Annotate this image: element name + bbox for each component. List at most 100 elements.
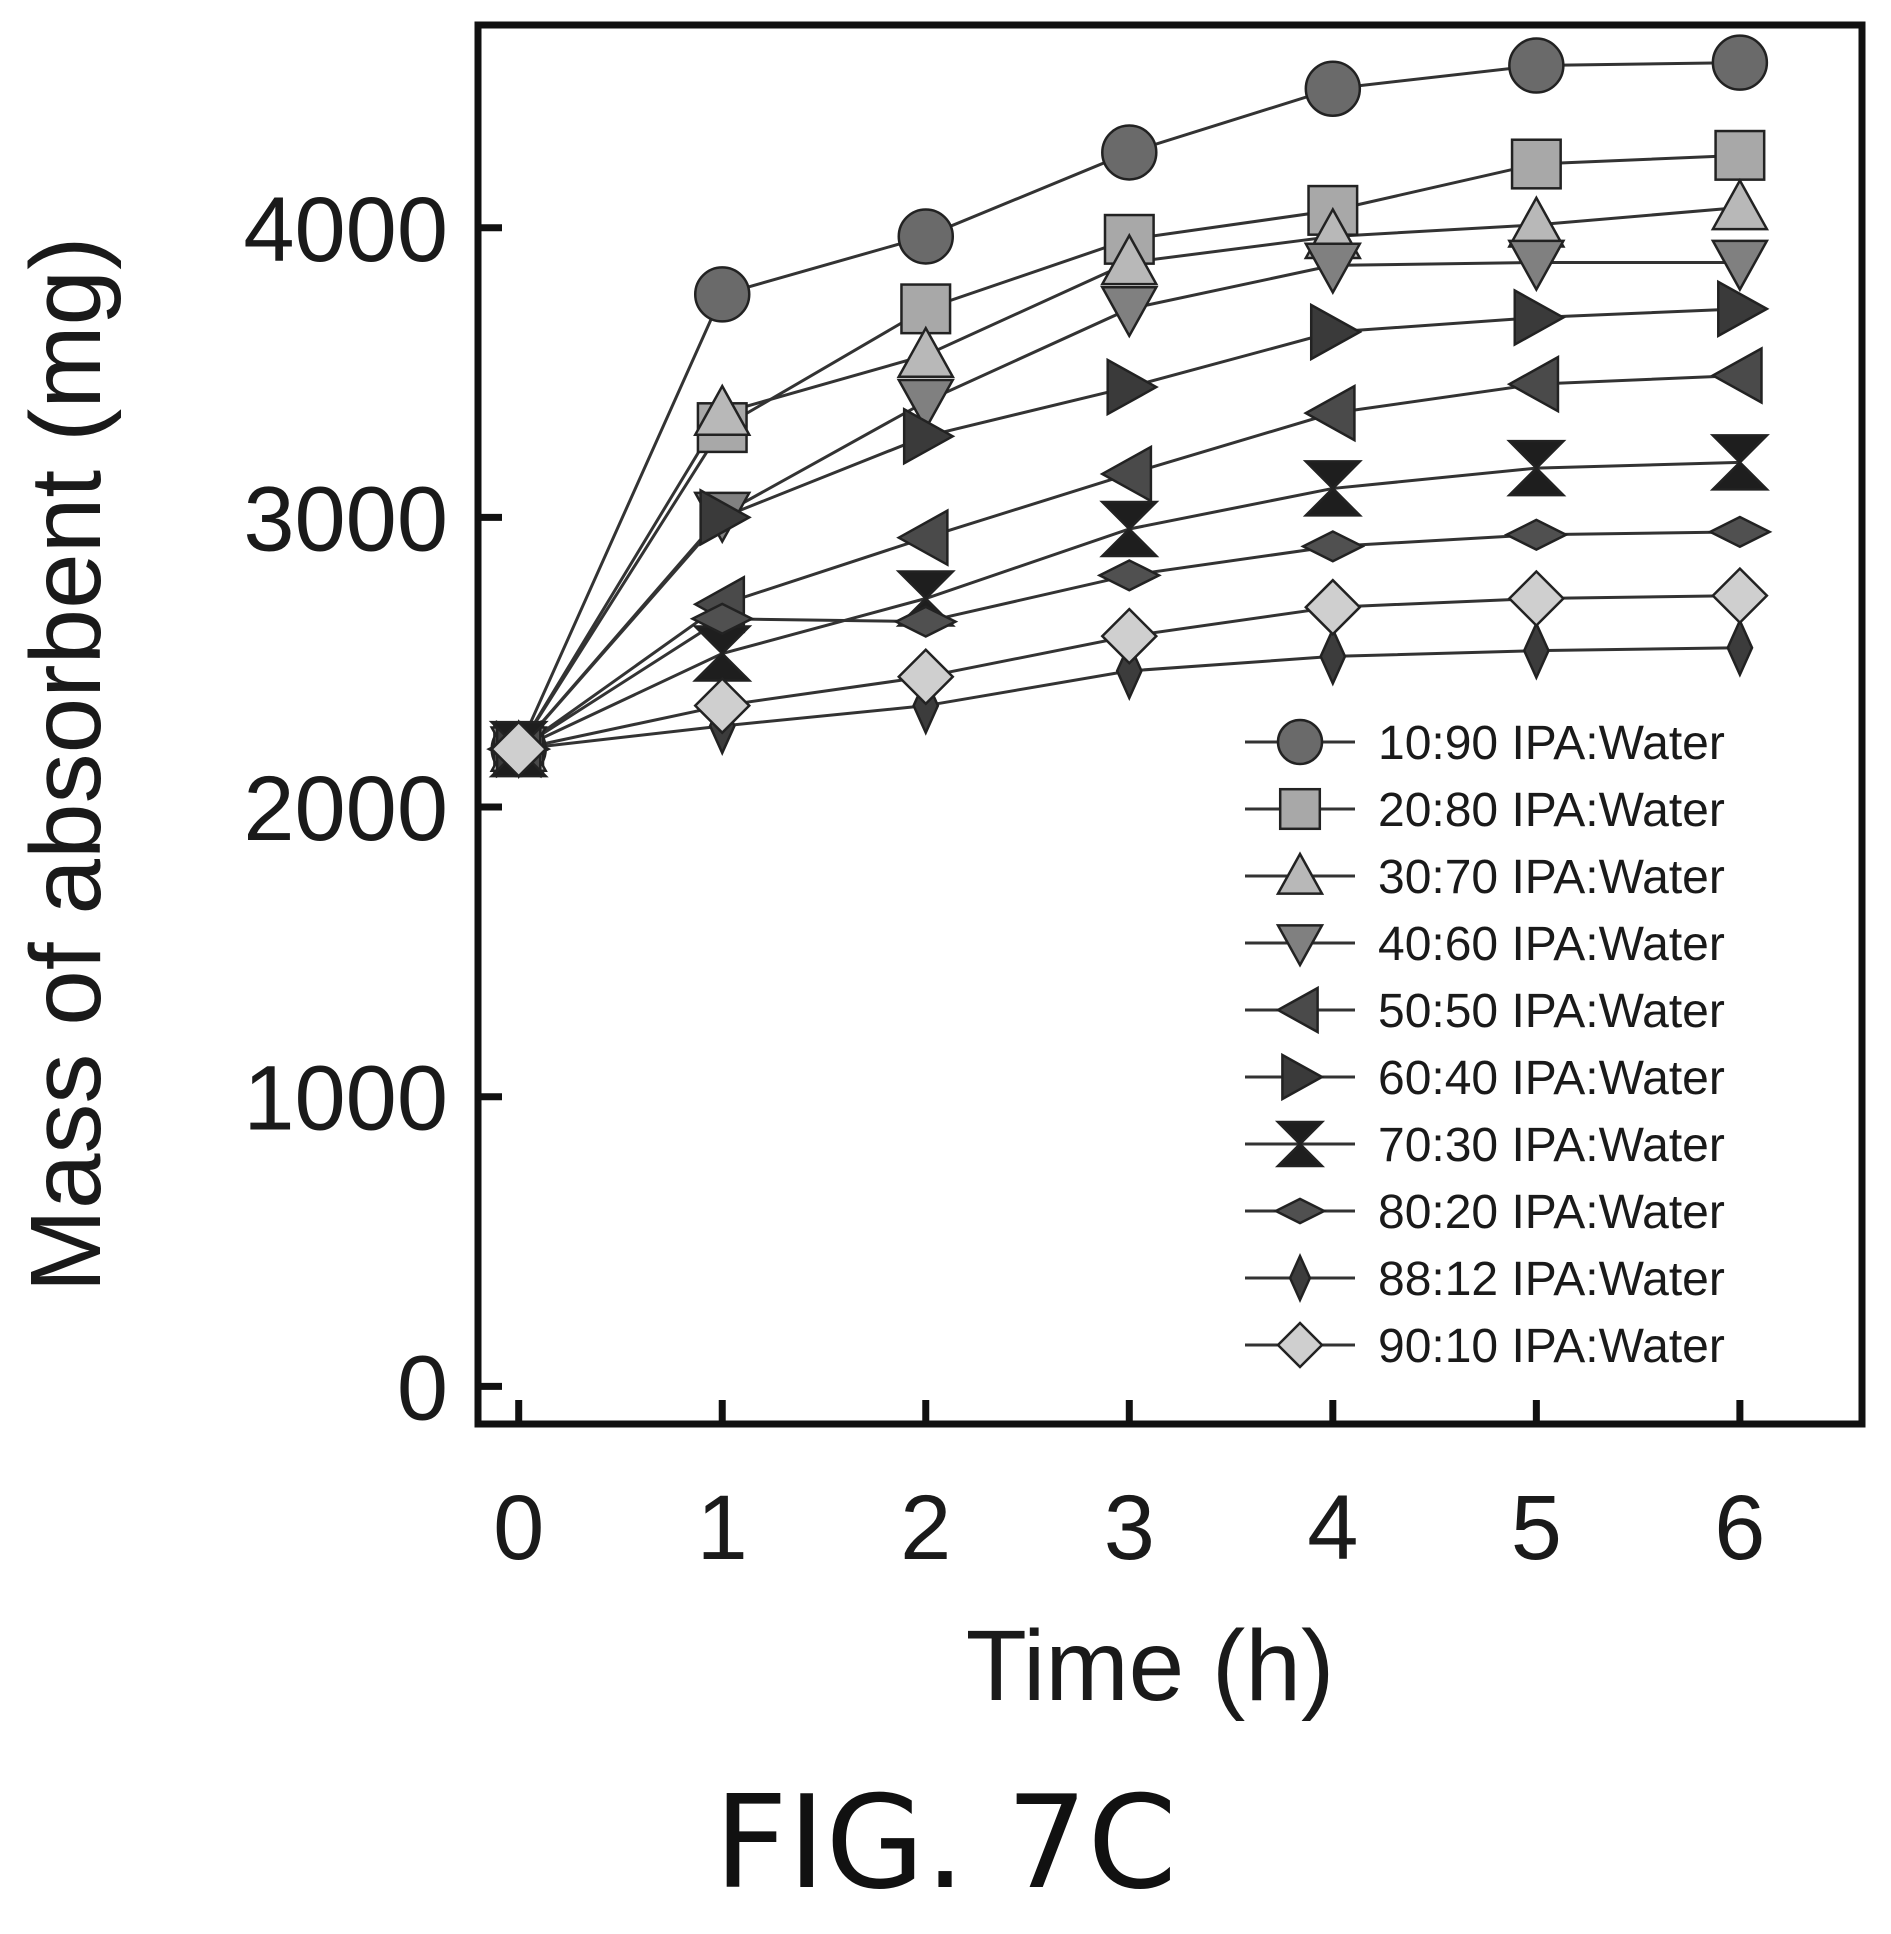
legend-label-1: 20:80 IPA:Water [1378,784,1725,837]
data-point-s5-4 [1309,302,1363,362]
data-point-s9-0 [489,720,548,778]
legend-marker-5 [1281,1052,1325,1102]
data-point-s8-5 [1522,620,1550,681]
y-tick-label-2: 2000 [243,758,448,860]
y-tick-label-1: 1000 [243,1048,448,1150]
data-point-s9-5 [1507,569,1566,628]
legend-marker-8 [1288,1252,1312,1304]
legend-item-6: 70:30 IPA:Water [1245,1119,1725,1172]
data-point-s4-2 [896,508,949,567]
legend-item-8: 88:12 IPA:Water [1245,1252,1725,1306]
data-point-s0-2 [897,208,955,265]
legend-item-3: 40:60 IPA:Water [1245,918,1725,971]
legend-label-2: 30:70 IPA:Water [1378,851,1725,904]
legend-marker-6 [1274,1120,1326,1168]
data-point-s5-5 [1513,288,1566,347]
legend-label-8: 88:12 IPA:Water [1378,1253,1725,1306]
data-point-s6-2 [895,570,956,627]
data-point-s0-4 [1304,60,1362,117]
data-point-s7-4 [1300,530,1366,563]
y-axis-title: Mass of absorbent (mg) [10,237,122,1293]
legend-marker-1 [1278,787,1322,831]
data-point-s6-6 [1709,434,1770,491]
data-point-s3-6 [1710,239,1770,293]
legend-label-9: 90:10 IPA:Water [1378,1320,1725,1373]
data-point-s3-5 [1507,239,1566,293]
legend: 10:90 IPA:Water 20:80 IPA:Water 30:70 IPA:… [1245,717,1725,1373]
figure-caption: FIG. 7C [714,1769,1177,1918]
legend-item-5: 60:40 IPA:Water [1245,1052,1725,1105]
data-point-s6-1 [692,625,753,682]
plot-frame [474,21,1866,1428]
data-point-s2-3 [1100,232,1159,286]
y-tick-label-3: 3000 [243,468,448,570]
data-point-s0-1 [693,266,751,323]
legend-label-5: 60:40 IPA:Water [1378,1052,1725,1105]
data-point-s3-2 [896,378,955,432]
data-point-s7-1 [689,602,755,636]
data-point-s6-5 [1506,439,1567,497]
axes-layer: 0 1 2 3 4 5 6 0 1000 2000 3000 4000 Time (h) Mass of … [10,179,1765,1722]
data-point-s9-4 [1304,578,1362,636]
legend-item-1: 20:80 IPA:Water [1245,784,1725,837]
data-point-s1-2 [900,283,952,335]
x-tick-label-3: 3 [1104,1477,1155,1579]
data-point-s7-2 [893,605,959,638]
legend-label-7: 80:20 IPA:Water [1378,1186,1725,1239]
data-point-s3-3 [1100,286,1159,339]
series-layer [486,34,1773,780]
data-point-s6-4 [1302,460,1363,517]
data-point-s5-6 [1717,279,1770,338]
data-point-s4-4 [1303,384,1356,443]
x-axis-title: Time (h) [966,1610,1335,1722]
legend-item-2: 30:70 IPA:Water [1245,851,1725,904]
legend-marker-0 [1276,718,1324,766]
y-tick-label-0: 0 [397,1337,448,1439]
data-point-s5-2 [902,407,956,466]
data-point-s7-3 [1096,559,1162,592]
x-tick-label-1: 1 [697,1477,748,1579]
legend-item-4: 50:50 IPA:Water [1245,985,1725,1038]
legend-label-0: 10:90 IPA:Water [1378,717,1725,770]
data-point-s7-6 [1707,515,1773,549]
y-tick-label-4: 4000 [243,179,448,281]
data-point-s1-5 [1510,138,1562,190]
data-point-s5-1 [699,488,752,547]
data-point-s9-2 [896,647,955,706]
data-point-s0-5 [1508,37,1565,94]
data-point-s2-1 [693,383,752,436]
data-point-s0-6 [1711,34,1769,91]
legend-item-7: 80:20 IPA:Water [1245,1186,1725,1239]
data-point-s2-2 [896,325,955,379]
x-tick-label-4: 4 [1307,1477,1358,1579]
x-tick-label-0: 0 [493,1477,544,1579]
data-point-s4-3 [1099,444,1153,504]
data-point-s9-6 [1711,566,1769,625]
legend-label-4: 50:50 IPA:Water [1378,985,1725,1038]
legend-marker-7 [1273,1197,1327,1225]
legend-item-9: 90:10 IPA:Water [1245,1320,1725,1373]
data-point-s8-6 [1726,617,1754,678]
data-point-s4-5 [1506,355,1560,414]
legend-item-0: 10:90 IPA:Water [1245,717,1725,770]
data-point-s3-4 [1303,242,1362,295]
legend-marker-3 [1275,924,1325,968]
data-point-s6-3 [1099,500,1160,558]
legend-label-3: 40:60 IPA:Water [1378,918,1725,971]
data-point-s9-1 [693,676,752,735]
data-point-s9-3 [1100,607,1159,665]
series-markers-9 [489,566,1769,778]
legend-marker-2 [1275,851,1325,895]
data-point-s7-5 [1503,518,1569,552]
x-tick-label-6: 6 [1714,1477,1765,1579]
legend-marker-4 [1275,985,1319,1035]
data-point-s5-3 [1106,357,1159,417]
data-point-s1-6 [1714,129,1766,181]
x-tick-label-5: 5 [1511,1477,1562,1579]
legend-marker-9 [1276,1321,1324,1369]
data-point-s2-6 [1710,177,1770,231]
x-tick-label-2: 2 [900,1477,951,1579]
data-point-s8-4 [1319,626,1347,687]
data-point-s0-3 [1101,124,1158,181]
